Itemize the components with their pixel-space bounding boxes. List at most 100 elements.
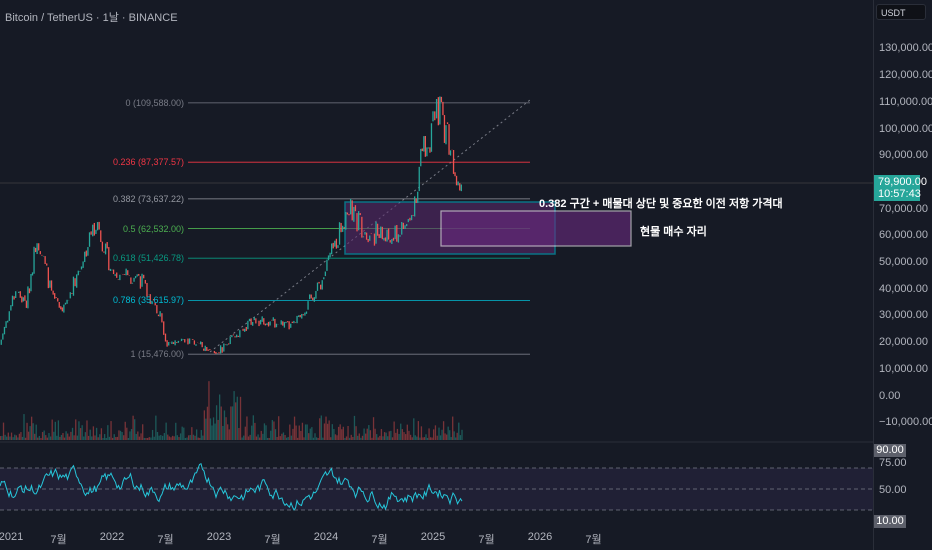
volume-bar [434, 425, 437, 440]
volume-bar [449, 430, 451, 440]
volume-bar [401, 429, 404, 440]
volume-bar [46, 437, 49, 440]
volume-bar [179, 433, 182, 440]
price-tick-label: 70,000.00 [879, 202, 928, 215]
volume-bar [297, 437, 299, 440]
volume-bar [398, 433, 400, 440]
volume-bar [62, 433, 64, 440]
symbol-title: Bitcoin / TetherUS · 1날 · BINANCE [5, 12, 178, 24]
volume-bar [81, 425, 83, 440]
volume-bar [420, 426, 423, 440]
volume-bar [15, 435, 17, 440]
volume-bar [184, 437, 187, 440]
volume-bar [239, 396, 242, 440]
volume-bar [102, 437, 104, 440]
volume-bar [298, 425, 300, 440]
fib-level-label: 0 (109,588.00) [125, 97, 184, 108]
volume-bar [339, 424, 341, 440]
volume-bar [255, 436, 258, 440]
volume-bar [113, 434, 115, 440]
volume-bar [99, 434, 101, 440]
volume-bar [211, 425, 213, 440]
volume-bar [382, 436, 384, 440]
price-tick-label: −10,000.00 [879, 416, 932, 429]
volume-bar [56, 435, 58, 440]
volume-bar [118, 430, 120, 440]
volume-bar [406, 424, 408, 440]
volume-bar [223, 410, 226, 440]
volume-bar [268, 437, 270, 440]
price-tick-label: 120,000.00 [879, 69, 932, 82]
buy-zone-box [440, 210, 632, 247]
currency-selector[interactable]: USDT [876, 4, 926, 20]
volume-bar [203, 410, 206, 440]
volume-bar [334, 434, 337, 440]
rsi-label-75: 75.00 [879, 457, 907, 469]
volume-bar [326, 423, 329, 440]
volume-bar [123, 435, 125, 440]
volume-bar [79, 428, 82, 440]
volume-bar [187, 435, 190, 440]
volume-bar [94, 435, 96, 440]
volume-bar [260, 430, 262, 440]
volume-bar [319, 418, 321, 440]
volume-bar [26, 422, 28, 440]
volume-bar [347, 425, 349, 440]
volume-bar [197, 437, 199, 440]
volume-bar [65, 431, 67, 440]
rsi-lower-tag: 10.00 [874, 515, 906, 528]
volume-bar [173, 436, 175, 440]
volume-bar [12, 437, 14, 440]
fib-level-label: 0.382 (73,637.22) [112, 193, 184, 204]
volume-bar [293, 416, 296, 440]
volume-bar [84, 432, 87, 440]
volume-bar [396, 428, 399, 440]
volume-bar [34, 433, 36, 440]
volume-bar [317, 437, 319, 440]
volume-bar [273, 421, 275, 440]
volume-bar [336, 435, 338, 440]
volume-bar [436, 435, 438, 440]
volume-bar [121, 432, 123, 440]
price-axis[interactable] [873, 0, 932, 550]
volume-bar [259, 437, 261, 440]
volume-bar [270, 430, 272, 440]
volume-bar [215, 405, 218, 440]
volume-bar [145, 437, 147, 440]
volume-bar [350, 434, 352, 440]
volume-bar [95, 427, 98, 440]
volume-bar [376, 434, 378, 440]
volume-bar [10, 432, 13, 440]
volume-bar [333, 428, 335, 440]
volume-bar [320, 415, 322, 440]
volume-bar [289, 424, 291, 440]
volume-bar [189, 434, 191, 440]
volume-bar [458, 422, 460, 440]
volume-bar [148, 437, 150, 440]
volume-bar [400, 423, 402, 440]
volume-bar [322, 437, 324, 440]
volume-bar [306, 424, 308, 440]
volume-bar [71, 427, 74, 440]
volume-bar [363, 428, 365, 440]
volume-bar [353, 415, 356, 440]
volume-bar [447, 426, 449, 440]
volume-bar [155, 415, 157, 440]
volume-bar [423, 437, 426, 440]
volume-bar [176, 435, 179, 440]
volume-bar [24, 437, 27, 440]
volume-bar [374, 428, 376, 440]
volume-bar [304, 424, 307, 440]
time-tick-label: 2021 [0, 531, 24, 543]
zone-annotation: 0.382 구간 + 매물대 상단 및 중요한 이전 저항 가격대 [539, 198, 783, 210]
bar-countdown: 10:57:43 [878, 188, 921, 200]
volume-bar [262, 433, 264, 440]
volume-bar [459, 435, 462, 440]
volume-bar [59, 436, 61, 440]
volume-bar [75, 419, 77, 440]
volume-bar [241, 437, 243, 440]
volume-bar [7, 432, 9, 440]
volume-bar [14, 434, 16, 440]
volume-bar [393, 421, 395, 440]
